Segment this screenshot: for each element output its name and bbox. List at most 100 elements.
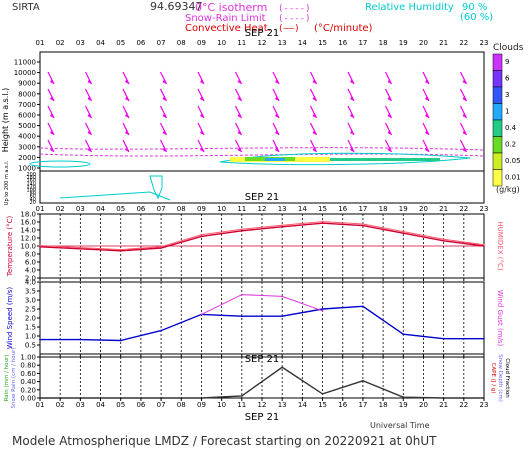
temperature-ytick-label: 2.0: [25, 275, 36, 283]
wind-point: [281, 315, 283, 318]
panel-precipitation: 1.000.800.600.400.200.00 SEP 21 SEP 21 01 02…: [4, 347, 510, 423]
low-height-tick-label: 140: [26, 181, 36, 187]
date-label-precip: SEP 21: [245, 354, 280, 365]
wind-arrow-head: [200, 79, 204, 84]
precipitation-ytick-label: 0.40: [20, 378, 36, 386]
precip-axis-label-0: Rain (mm / hour): [4, 355, 10, 402]
precipitation-ytick-label: 0.20: [20, 386, 36, 394]
wind-arrow-head: [350, 79, 354, 84]
colorbar-tick-label: 3: [505, 91, 509, 99]
panel-temperature: 18.016.014.012.010.08.06.04.02.0 Temperat…: [6, 192, 504, 283]
wind-point: [483, 337, 485, 340]
wind-arrow-head: [425, 96, 429, 101]
colorbar-title: Clouds: [493, 43, 524, 53]
hour-label: 04: [96, 205, 105, 213]
temperature-ytick-label: 16.0: [20, 219, 36, 227]
wind-arrow-head: [462, 147, 467, 152]
precipitation-point: [321, 393, 324, 395]
wind-arrow-head: [162, 79, 167, 84]
hour-label-top: 17: [358, 39, 367, 47]
hour-label: 16: [338, 205, 347, 213]
legend-snowrain-sample: (----): [278, 14, 311, 24]
wind-arrow-head: [350, 130, 354, 135]
hour-label: 22: [459, 205, 468, 213]
height-axis-label: Height (m a.s.l.): [1, 88, 10, 153]
wind-arrow-head: [162, 113, 167, 118]
wind-arrow-head: [425, 113, 429, 118]
wind-arrow-head: [125, 96, 129, 101]
wind-ytick-label: 1.5: [25, 324, 36, 332]
wind-arrow-head: [425, 79, 429, 84]
temperature-point: [119, 250, 122, 252]
hour-label-bottom: 01: [36, 401, 45, 409]
precipitation-ytick-label: 1.00: [20, 354, 36, 362]
wind-arrow-head: [87, 130, 92, 135]
wind-point: [281, 295, 283, 298]
hour-label-bottom: 14: [298, 401, 307, 409]
height-tick-label: 8000: [18, 90, 36, 98]
hour-label: 06: [136, 205, 145, 213]
hour-label: 10: [217, 205, 226, 213]
hour-label-top: 20: [419, 39, 428, 47]
low-height-tick-label: 20: [30, 200, 36, 206]
hour-label-top: 07: [157, 39, 166, 47]
wind-arrow-head: [237, 113, 242, 118]
height-tick-label: 1000: [18, 165, 36, 173]
colorbar-tick-label: 1: [505, 108, 509, 116]
precipitation-point: [281, 366, 283, 369]
wind-point: [119, 339, 122, 342]
temperature-point: [321, 220, 324, 223]
wind-arrow-head: [387, 79, 392, 84]
hour-label: 12: [258, 205, 267, 213]
wind-arrow-head: [462, 79, 467, 84]
legend-convective-label: Convective Heat.: [185, 23, 271, 34]
hour-label-top: 01: [36, 39, 45, 47]
hour-label: 21: [439, 205, 448, 213]
low-height-tick-label: 100: [26, 188, 36, 194]
wind-arrow-head: [200, 130, 204, 135]
temperature-point: [241, 228, 243, 230]
precipitation-ytick-label: 0.00: [20, 395, 36, 403]
wind-arrow-head: [425, 147, 429, 152]
rh-contour: [219, 152, 471, 166]
hour-label-bottom: 21: [439, 401, 448, 409]
wind-point: [160, 329, 162, 332]
universal-time-label: Universal Time: [370, 421, 430, 430]
hour-label-bottom: 03: [76, 401, 85, 409]
hour-label-bottom: 05: [116, 401, 125, 409]
hour-label-top: 11: [237, 39, 246, 47]
hour-label-top: 05: [116, 39, 125, 47]
wind-point: [402, 333, 405, 336]
temperature-ytick-label: 12.0: [20, 235, 36, 243]
hour-label-bottom: 06: [136, 401, 145, 409]
wind-speed-axis-label: Wind Speed (m/s): [6, 287, 14, 350]
legend-snowrain-label: Snow-Rain Limit: [185, 13, 266, 24]
temperature-point: [442, 238, 445, 240]
temperature-point: [39, 244, 41, 247]
wind-arrow-head: [50, 113, 54, 118]
legend-isotherm-sample: (----): [278, 4, 311, 14]
hour-label-top: 14: [298, 39, 307, 47]
hour-label-top: 13: [278, 39, 287, 47]
wind-arrow-head: [275, 79, 279, 84]
hour-label-top: 09: [197, 39, 206, 47]
precip-right-axis-label-1: Snow Depth (cm): [497, 354, 503, 402]
hour-label-bottom: 19: [399, 401, 408, 409]
colorbar-swatch: [492, 103, 503, 121]
wind-arrow-head: [125, 130, 129, 135]
low-height-axis-label: Up to 200 m a.s.l.: [4, 160, 10, 205]
isotherm-line: [39, 147, 485, 151]
wind-point: [362, 305, 364, 308]
height-tick-label: 4000: [18, 133, 36, 141]
wind-arrow-head: [237, 96, 242, 101]
rh-contour-low: [149, 175, 163, 200]
wind-arrow-head: [312, 130, 317, 135]
low-height-tick-label: 40: [30, 197, 36, 203]
low-height-tick-label: 80: [30, 191, 36, 197]
wind-point: [241, 315, 243, 318]
temperature-series-0: [39, 222, 485, 252]
temperature-ytick-label: 6.0: [25, 259, 36, 267]
height-tick-label: 3000: [18, 143, 36, 151]
wind-arrow-head: [125, 113, 129, 118]
